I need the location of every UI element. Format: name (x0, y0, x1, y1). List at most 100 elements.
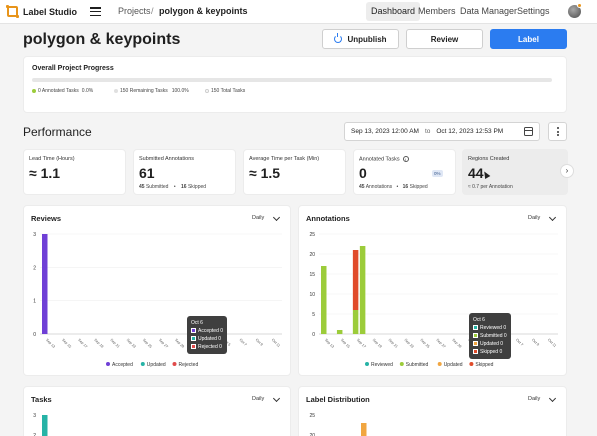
info-icon[interactable]: i (402, 156, 409, 162)
legend-annotated: 0 Annotated Tasks 0.0% (32, 88, 93, 94)
date-from[interactable]: Sep 13, 2023 12:00 AM (351, 128, 419, 135)
user-avatar[interactable] (568, 5, 581, 18)
legend-marker (437, 362, 442, 366)
tasks-panel: Tasks Daily 3 2 (23, 386, 291, 436)
x-tick-label: Oct 9 (531, 338, 540, 347)
app-name[interactable]: Label Studio (23, 7, 77, 17)
x-tick-label: Sep 25 (142, 338, 153, 349)
x-tick-label: Oct 11 (547, 338, 557, 348)
bar (336, 330, 343, 334)
x-tick-label: Sep 25 (419, 338, 430, 349)
x-tick-label: Sep 27 (435, 338, 446, 349)
granularity-select[interactable]: Daily (252, 396, 265, 402)
bar (42, 234, 48, 334)
review-label: Review (430, 34, 459, 44)
panel-title: Tasks (31, 395, 52, 404)
x-tick-label: Sep 13 (324, 338, 335, 349)
legend-marker (469, 362, 474, 366)
legend-label: Updated (147, 362, 166, 368)
metric-annotated-tasks: Annotated Tasks i 0 0% 45 Annotations • 1… (353, 149, 456, 195)
x-tick-label: Sep 21 (109, 338, 120, 349)
metric-label: Annotated Tasks i (359, 156, 409, 162)
legend-label: Skipped (475, 362, 493, 368)
calendar-icon[interactable] (524, 127, 533, 136)
tab-settings[interactable]: Settings (517, 6, 550, 16)
power-icon (334, 33, 343, 43)
y-tick-label: 25 (309, 413, 315, 419)
y-tick-label: 20 (309, 252, 315, 258)
date-range-picker[interactable]: Sep 13, 2023 12:00 AM to Oct 12, 2023 12… (344, 122, 540, 141)
annotated-label: 0 Annotated Tasks (38, 88, 79, 94)
x-tick-label: Sep 29 (451, 338, 462, 349)
date-to[interactable]: Oct 12, 2023 12:53 PM (436, 128, 504, 135)
breadcrumb-projects[interactable]: Projects (118, 6, 151, 16)
progress-title: Overall Project Progress (32, 65, 114, 72)
metric-value: 44 (468, 165, 484, 181)
metric-value: ≈ 1.1 (29, 165, 61, 181)
legend-marker (399, 362, 404, 366)
legend-label: Updated (444, 362, 463, 368)
unpublish-label: Unpublish (347, 34, 387, 44)
legend-marker (172, 362, 177, 366)
metric-label: Submitted Annotations (139, 156, 195, 162)
review-button[interactable]: Review (406, 29, 483, 49)
y-tick-label: 0 (312, 332, 315, 338)
metric-label: Regions Created (468, 156, 510, 162)
granularity-select[interactable]: Daily (252, 215, 265, 221)
metric-regions-created[interactable]: Regions Created 44 ≈ 0.7 per Annotation (462, 149, 568, 195)
x-tick-label: Sep 17 (356, 338, 367, 349)
tab-data-manager[interactable]: Data Manager (460, 6, 518, 16)
y-tick-label: 1 (33, 299, 36, 305)
percent-badge: 0% (432, 170, 443, 177)
panel-title: Annotations (306, 214, 350, 223)
top-bar: Label Studio Projects / polygon & keypoi… (0, 0, 597, 24)
unpublish-button[interactable]: Unpublish (322, 29, 399, 49)
label-button[interactable]: Label (490, 29, 567, 49)
total-dot-icon (205, 89, 209, 93)
y-tick-label: 2 (33, 265, 36, 271)
hamburger-menu-icon[interactable] (90, 7, 101, 17)
y-tick-label: 10 (309, 292, 315, 298)
x-tick-label: Oct 11 (271, 338, 281, 348)
x-tick-label: Sep 23 (126, 338, 137, 349)
y-tick-label: 5 (312, 312, 315, 318)
remaining-dot-icon (114, 89, 118, 93)
metrics-next-button[interactable]: › (560, 164, 574, 178)
bar (359, 246, 366, 334)
legend-label: Submitted (406, 362, 429, 368)
y-tick-label: 25 (309, 232, 315, 238)
x-tick-label: Sep 17 (77, 338, 88, 349)
x-tick-label: Oct 7 (239, 338, 248, 347)
tab-dashboard[interactable]: Dashboard (366, 2, 421, 21)
y-tick-label: 0 (33, 332, 36, 338)
more-options-button[interactable] (548, 122, 567, 141)
x-tick-label: Sep 15 (61, 338, 72, 349)
bar (361, 423, 367, 436)
x-tick-label: Sep 23 (404, 338, 415, 349)
reviews-tooltip: Oct 6 Accepted 0 Updated 0 Rejected 0 (187, 316, 228, 354)
legend-label: Accepted (112, 362, 133, 368)
legend-marker (365, 362, 369, 366)
date-to-word: to (424, 128, 431, 135)
metric-value: 0 (359, 165, 367, 181)
metric-label: Lead Time (Hours) (29, 156, 75, 162)
remaining-pct: 100.0% (171, 88, 189, 94)
metric-label: Average Time per Task (Min) (249, 156, 320, 162)
annotations-chart: 0 5 10 15 20 25 Sep 13 Sep 15 Sep 17 Sep 19 Sep 21… (309, 232, 558, 368)
total-label: 150 Total Tasks (211, 88, 246, 94)
bar (352, 250, 359, 310)
granularity-select[interactable]: Daily (528, 396, 541, 402)
granularity-select[interactable]: Daily (528, 215, 541, 221)
notification-dot-icon (577, 3, 582, 8)
tab-members[interactable]: Members (418, 6, 456, 16)
label-studio-logo-icon[interactable] (6, 5, 19, 18)
label-distribution-panel: Label Distribution Daily 25 20 (298, 386, 567, 436)
y-tick-label: 2 (33, 433, 36, 436)
annotations-panel: Annotations Daily 0 5 10 15 20 25 Sep 13 Sep 15… (298, 205, 567, 376)
legend-remaining: 150 Remaining Tasks 100.0% (114, 88, 189, 94)
legend-marker (106, 362, 110, 366)
label-button-label: Label (518, 34, 539, 44)
y-tick-label: 3 (33, 413, 36, 419)
legend-label: Reviewed (371, 362, 393, 368)
breadcrumb-current-project[interactable]: polygon & keypoints (159, 6, 248, 16)
